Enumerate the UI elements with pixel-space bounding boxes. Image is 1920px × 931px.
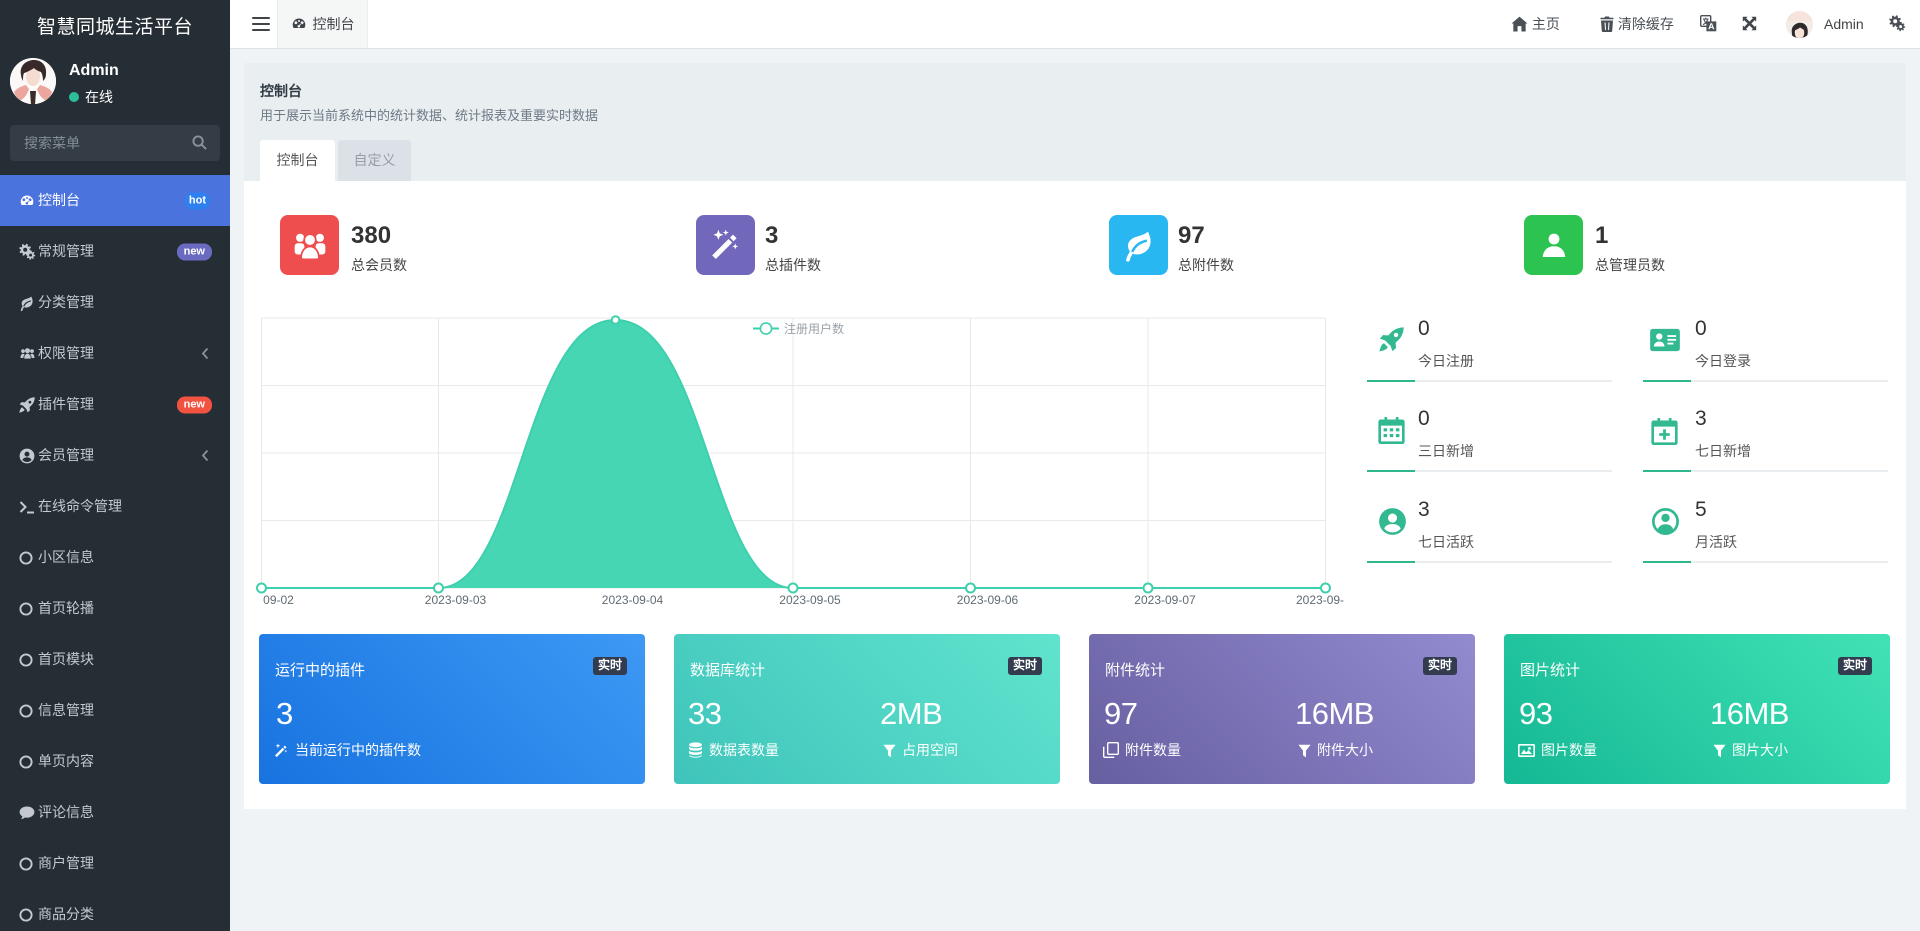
svg-text:2023-09-04: 2023-09-04 [602,593,664,607]
svg-text:2023-09-03: 2023-09-03 [425,593,487,607]
svg-text:2023-09-06: 2023-09-06 [957,593,1019,607]
svg-text:2023-09-08: 2023-09-08 [1296,593,1344,607]
svg-text:2023-09-07: 2023-09-07 [1134,593,1196,607]
svg-text:09-02: 09-02 [263,593,294,607]
svg-text:2023-09-05: 2023-09-05 [779,593,841,607]
svg-text:注册用户数: 注册用户数 [784,321,844,336]
